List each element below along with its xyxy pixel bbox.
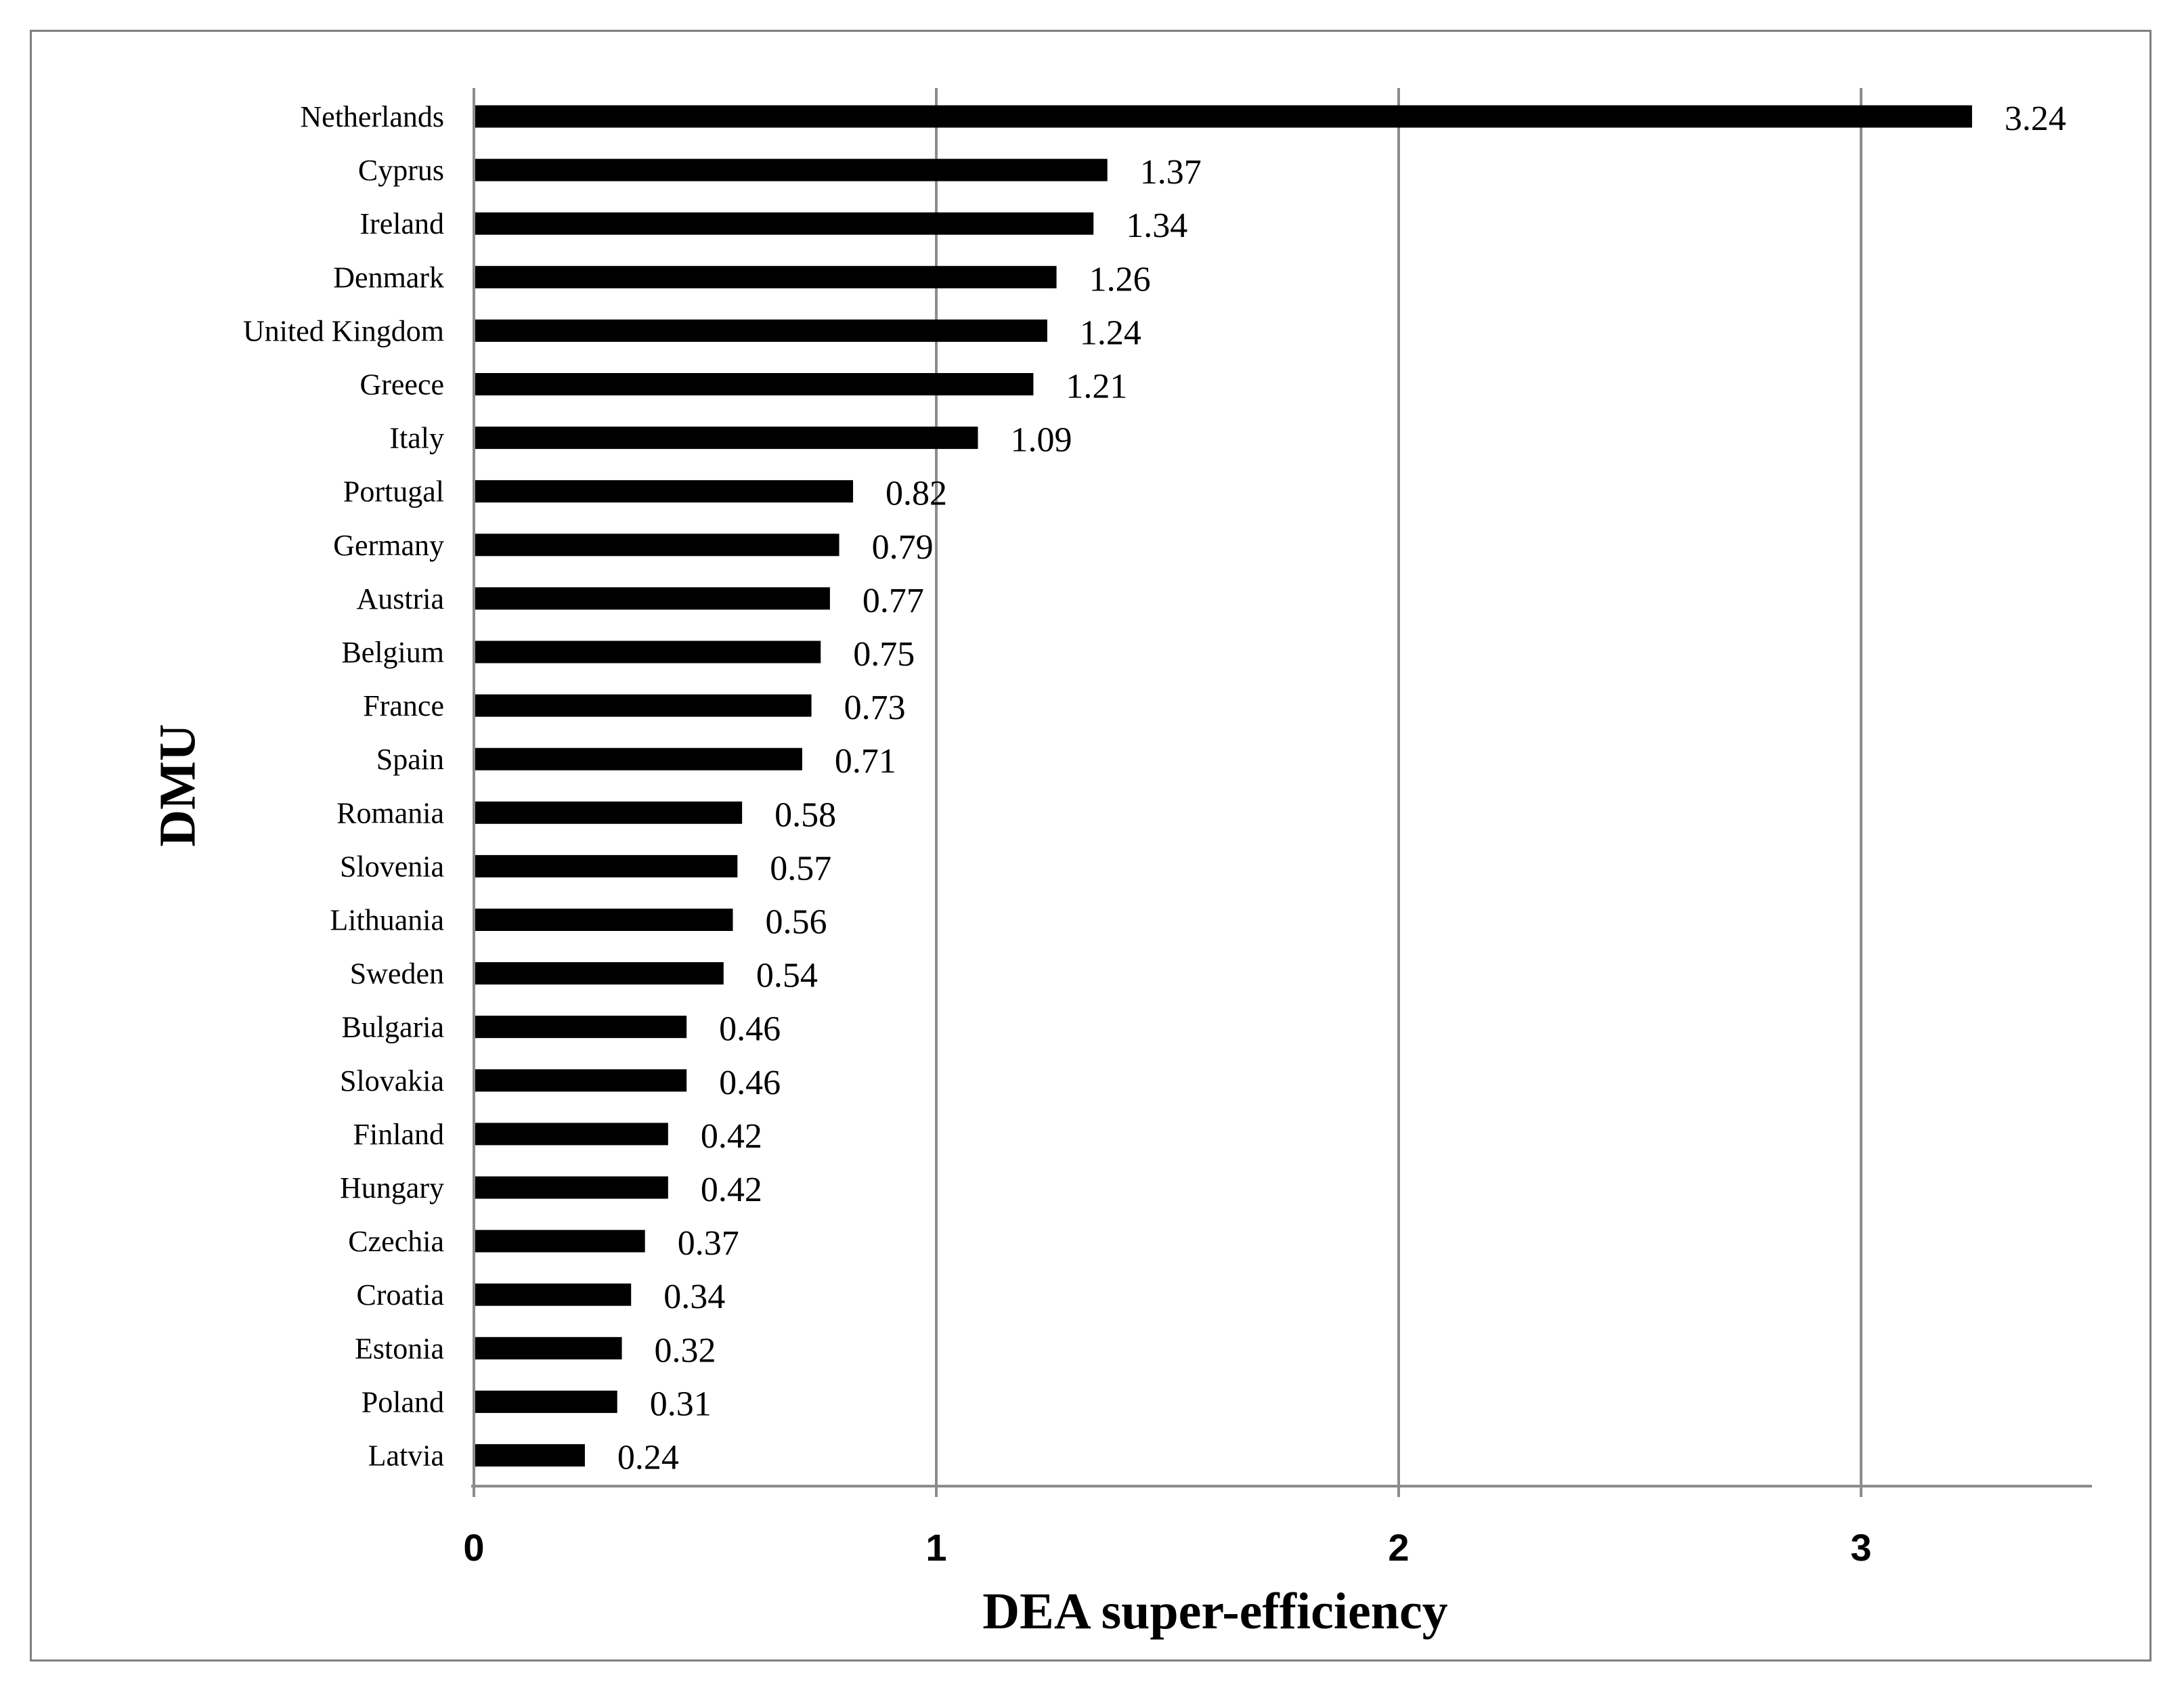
bar-finland	[474, 1123, 668, 1146]
category-label: Ireland	[359, 207, 444, 240]
bar-poland	[474, 1390, 617, 1413]
category-label: Finland	[353, 1118, 444, 1151]
value-label: 1.24	[1080, 313, 1141, 352]
value-label: 0.46	[719, 1010, 781, 1049]
gridlines	[935, 88, 1862, 1486]
bar-austria	[474, 587, 830, 610]
value-label: 1.09	[1010, 421, 1072, 460]
category-label: Germany	[333, 529, 444, 562]
value-label: 0.57	[770, 849, 831, 888]
x-tick-label-0: 0	[463, 1526, 484, 1569]
bar-belgium	[474, 640, 821, 664]
value-label: 0.34	[663, 1278, 725, 1316]
chart-frame	[30, 30, 2152, 1662]
bar-slovenia	[474, 854, 738, 877]
category-label: Netherlands	[300, 100, 444, 133]
x-tick-label-2: 2	[1388, 1526, 1409, 1569]
value-label: 0.56	[765, 903, 827, 942]
tick-labels: 0 1 2 3	[463, 1526, 1871, 1569]
bar-greece	[474, 373, 1034, 395]
bar-italy	[474, 427, 978, 450]
value-label: 0.46	[719, 1064, 781, 1102]
bar-netherlands	[474, 105, 1972, 128]
bar-france	[474, 694, 812, 717]
bar-germany	[474, 534, 839, 557]
value-label: 0.42	[701, 1117, 762, 1156]
category-label: Hungary	[340, 1171, 444, 1204]
bar-portugal	[474, 480, 854, 503]
value-label: 0.32	[655, 1331, 716, 1370]
bars	[474, 105, 1972, 1467]
value-label: 1.26	[1089, 260, 1151, 299]
bar-latvia	[474, 1444, 585, 1467]
bar-cyprus	[474, 158, 1108, 181]
bar-sweden	[474, 962, 724, 985]
x-axis-title: DEA super-efficiency	[982, 1583, 1447, 1640]
value-label: 1.37	[1140, 153, 1202, 192]
category-label: Slovenia	[340, 850, 444, 883]
x-tick-label-3: 3	[1850, 1526, 1871, 1569]
value-label: 0.73	[844, 689, 906, 727]
category-label: Spain	[376, 743, 444, 776]
category-label: Denmark	[333, 261, 444, 294]
bar-croatia	[474, 1283, 632, 1306]
value-label: 0.54	[756, 957, 818, 995]
bar-denmark	[474, 265, 1057, 288]
value-label: 0.42	[701, 1171, 762, 1209]
bar-hungary	[474, 1176, 668, 1199]
bar-romania	[474, 801, 743, 824]
value-label: 3.24	[2005, 100, 2066, 138]
y-axis-title: DMU	[149, 724, 206, 847]
value-label: 0.58	[774, 796, 836, 834]
bar-czechia	[474, 1230, 645, 1253]
category-label: Romania	[336, 796, 444, 829]
category-label: United Kingdom	[243, 314, 444, 347]
category-label: Portugal	[343, 475, 444, 508]
bar-bulgaria	[474, 1016, 687, 1039]
category-label: Belgium	[341, 636, 444, 669]
category-label: Czechia	[348, 1225, 444, 1258]
bar-estonia	[474, 1337, 622, 1360]
value-label: 1.34	[1126, 207, 1187, 245]
axes	[471, 88, 2092, 1497]
bar-united-kingdom	[474, 319, 1047, 342]
value-label: 0.71	[835, 742, 896, 781]
category-labels: Netherlands Cyprus Ireland Denmark United Ki…	[243, 100, 444, 1473]
category-label: Austria	[356, 582, 444, 615]
bar-spain	[474, 747, 802, 770]
x-tick-label-1: 1	[925, 1526, 946, 1569]
category-label: Poland	[362, 1385, 444, 1418]
value-label: 0.79	[872, 528, 934, 567]
category-label: Sweden	[350, 957, 444, 991]
category-label: Estonia	[355, 1332, 444, 1365]
category-label: Latvia	[368, 1439, 444, 1473]
category-label: Bulgaria	[341, 1011, 444, 1044]
category-label: Slovakia	[340, 1064, 444, 1098]
category-label: Italy	[389, 422, 444, 455]
category-label: France	[363, 689, 444, 722]
value-labels: 3.24 1.37 1.34 1.26 1.24 1.21 1.09 0.82 0.79 0.77…	[617, 100, 2066, 1477]
value-label: 0.82	[886, 475, 947, 513]
category-label: Greece	[359, 368, 444, 401]
bar-slovakia	[474, 1069, 687, 1092]
value-label: 0.31	[650, 1385, 712, 1423]
value-label: 0.24	[617, 1439, 679, 1477]
bar-ireland	[474, 212, 1094, 235]
value-label: 0.77	[862, 582, 924, 620]
value-label: 1.21	[1066, 368, 1127, 406]
category-label: Croatia	[356, 1278, 444, 1311]
bar-lithuania	[474, 909, 733, 931]
category-label: Lithuania	[330, 904, 444, 937]
value-label: 0.75	[853, 635, 915, 674]
value-label: 0.37	[678, 1224, 739, 1263]
category-label: Cyprus	[358, 154, 444, 187]
